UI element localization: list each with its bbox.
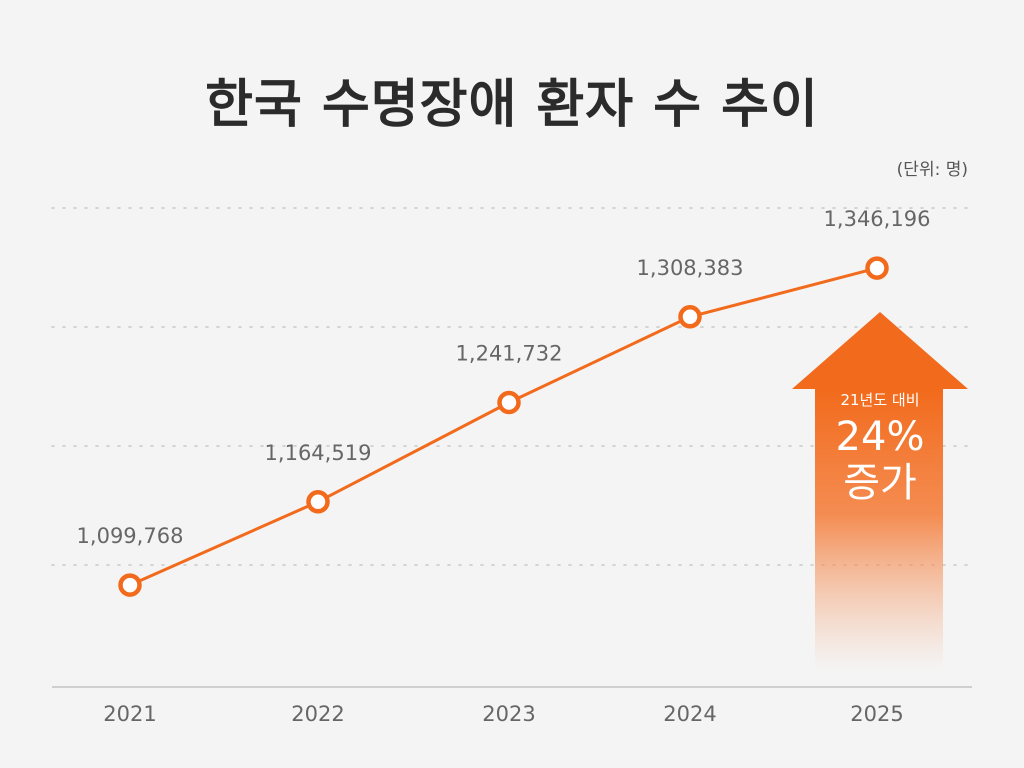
value-label-2023: 1,241,732 [456,342,563,366]
value-label-2022: 1,164,519 [265,441,372,465]
data-point-2025 [865,256,889,280]
data-point-2023 [497,390,521,415]
arrow-head [792,312,968,389]
value-label-2024: 1,308,383 [637,256,744,280]
unit-label: (단위: 명) [896,160,968,180]
data-marks: 1,099,768 2021 1,164,519 2022 1,241,732 2023 1… [77,207,931,726]
series-line [129,266,878,587]
data-point-2022 [306,490,330,514]
value-label-2021: 1,099,768 [77,524,184,548]
gridlines [51,207,973,566]
chart-title: 한국 수명장애 환자 수 추이 [205,75,819,135]
x-tick-label-2022: 2022 [291,702,344,726]
x-tick-label-2024: 2024 [663,702,716,726]
annotation-increase: 증가 [843,460,917,506]
annotation-percent: 24% [836,414,925,460]
annotation-compare-label: 21년도 대비 [840,391,919,409]
arrow-shaft [815,388,943,670]
x-tick-label-2023: 2023 [482,702,535,726]
data-point-2021 [118,573,142,597]
data-point-2024 [678,305,702,329]
x-tick-label-2025: 2025 [850,702,903,726]
value-label-2025: 1,346,196 [824,207,931,231]
x-tick-label-2021: 2021 [103,702,156,726]
increase-arrow: 21년도 대비 24% 증가 [792,312,968,670]
